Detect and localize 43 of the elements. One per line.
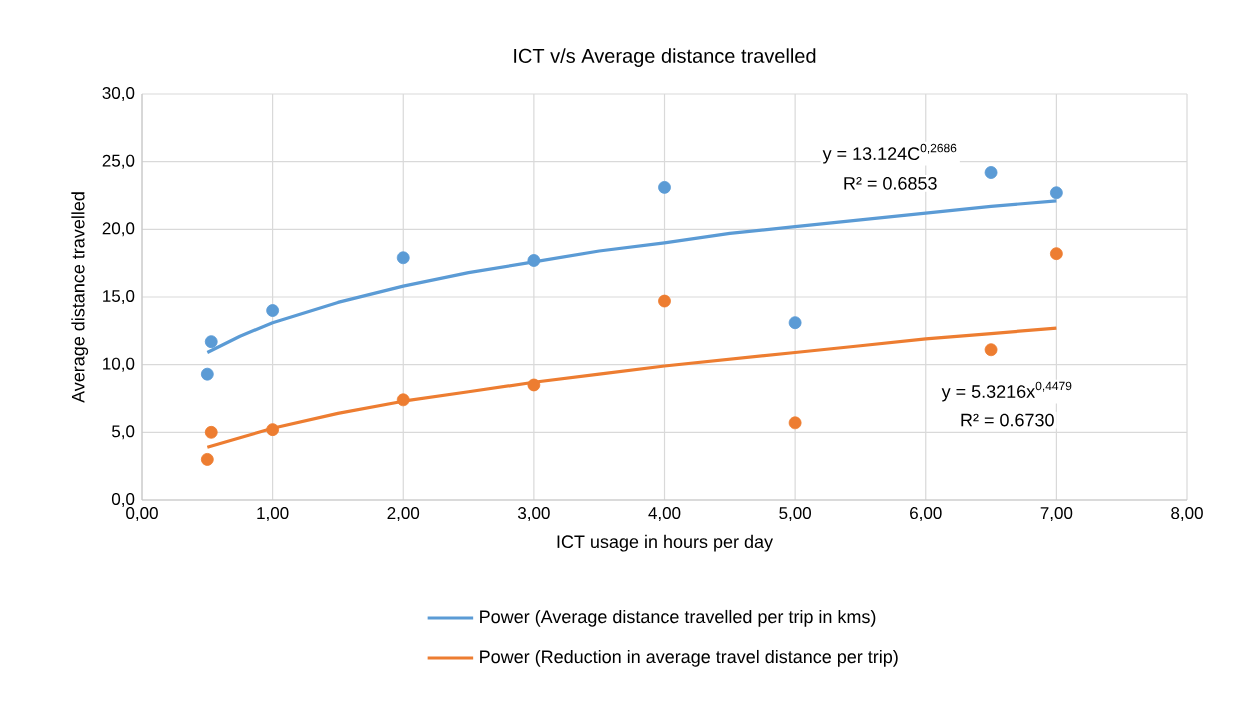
point bbox=[396, 393, 410, 407]
x-tick-label: 8,00 bbox=[1171, 507, 1203, 522]
x-tick-label: 7,00 bbox=[1040, 507, 1073, 522]
point bbox=[1049, 186, 1063, 200]
y-tick-label: 30,0 bbox=[102, 86, 135, 102]
y-tick-label: 10,0 bbox=[103, 357, 135, 372]
point bbox=[396, 251, 410, 265]
x-tick-label: 5,00 bbox=[779, 507, 811, 522]
y-tick-label: 5,0 bbox=[111, 425, 135, 440]
x-axis-title: ICT usage in hours per day bbox=[557, 534, 773, 552]
chart-title: ICT v/s Average distance travelled bbox=[514, 48, 816, 67]
y-tick-label: 20,0 bbox=[102, 222, 135, 237]
x-tick-label: 2,00 bbox=[387, 507, 420, 522]
x-tick-label: 6,00 bbox=[910, 507, 942, 522]
point bbox=[266, 423, 280, 437]
x-tick-label: 0,00 bbox=[126, 507, 158, 522]
y-axis-title: Average distance travelled bbox=[71, 192, 89, 403]
point bbox=[788, 316, 802, 330]
point bbox=[200, 367, 214, 381]
point bbox=[658, 180, 671, 194]
annotation: R² = 0.6730 bbox=[961, 413, 1054, 427]
point bbox=[527, 378, 541, 392]
point bbox=[266, 304, 280, 317]
point bbox=[658, 294, 671, 308]
x-tick-label: 3,00 bbox=[517, 507, 550, 522]
legend-label: Power (Reduction in average travel distance per trip) bbox=[480, 649, 898, 667]
point bbox=[204, 335, 218, 349]
annotation: y = 13.124C$^{0,2686}$ bbox=[822, 143, 957, 164]
x-tick-label: 1,00 bbox=[257, 507, 289, 522]
point bbox=[788, 416, 802, 430]
y-tick-label: 15,0 bbox=[103, 289, 135, 305]
annotation: R² = 0.6853 bbox=[844, 176, 937, 190]
legend-label: Power (Average distance travelled per trip in kms) bbox=[480, 609, 876, 627]
point bbox=[984, 166, 998, 179]
x-tick-label: 4,00 bbox=[648, 507, 681, 522]
point bbox=[1049, 247, 1063, 261]
y-tick-label: 25,0 bbox=[102, 154, 135, 169]
point bbox=[984, 343, 998, 357]
point bbox=[200, 453, 214, 466]
point bbox=[204, 425, 218, 439]
y-tick-label: 0,0 bbox=[111, 492, 135, 508]
annotation: y = 5.3216x$^{0,4479}$ bbox=[941, 381, 1072, 402]
point bbox=[527, 254, 541, 267]
